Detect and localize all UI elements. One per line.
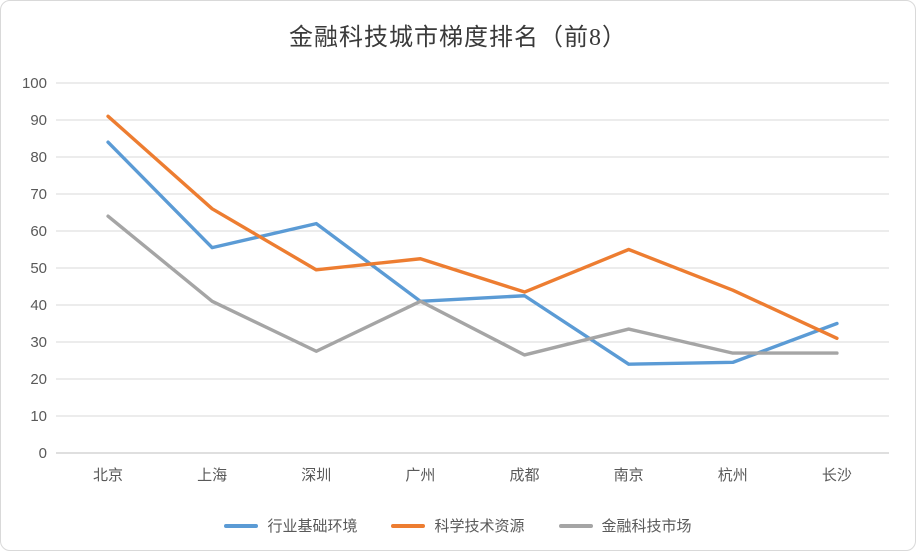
y-tick-label: 100 [22,75,47,92]
y-tick-label: 90 [30,112,47,129]
y-tick-label: 0 [39,445,47,462]
x-category-label: 长沙 [822,467,852,484]
series-line [106,214,839,357]
x-category-label: 深圳 [301,467,331,484]
series-line [106,140,839,366]
x-category-label: 成都 [510,467,540,484]
y-tick-label: 10 [30,408,47,425]
legend-label: 行业基础环境 [267,518,358,535]
chart-legend: 行业基础环境 科学技术资源 金融科技市场 [1,515,915,536]
x-category-label: 南京 [614,467,644,484]
x-category-label: 广州 [405,467,435,484]
y-tick-label: 70 [30,186,47,203]
y-tick-label: 30 [30,334,47,351]
legend-line-swatch [224,523,259,528]
x-category-label: 上海 [197,467,227,484]
x-category-label: 杭州 [718,467,748,484]
series-line [106,114,839,340]
legend-item: 行业基础环境 [224,515,357,536]
y-tick-label: 60 [30,223,47,240]
legend-item: 科学技术资源 [391,515,525,536]
legend-label: 金融科技市场 [601,518,692,535]
x-category-label: 北京 [93,467,123,484]
y-tick-label: 50 [30,260,47,277]
y-tick-label: 80 [30,149,47,166]
y-tick-label: 20 [30,371,47,388]
chart-title: 金融科技城市梯度排名（前8） [289,25,627,51]
legend-line-swatch [558,523,593,528]
y-tick-label: 40 [30,297,47,314]
legend-line-swatch [391,523,426,528]
legend-item: 金融科技市场 [558,515,692,536]
legend-label: 科学技术资源 [434,518,525,535]
